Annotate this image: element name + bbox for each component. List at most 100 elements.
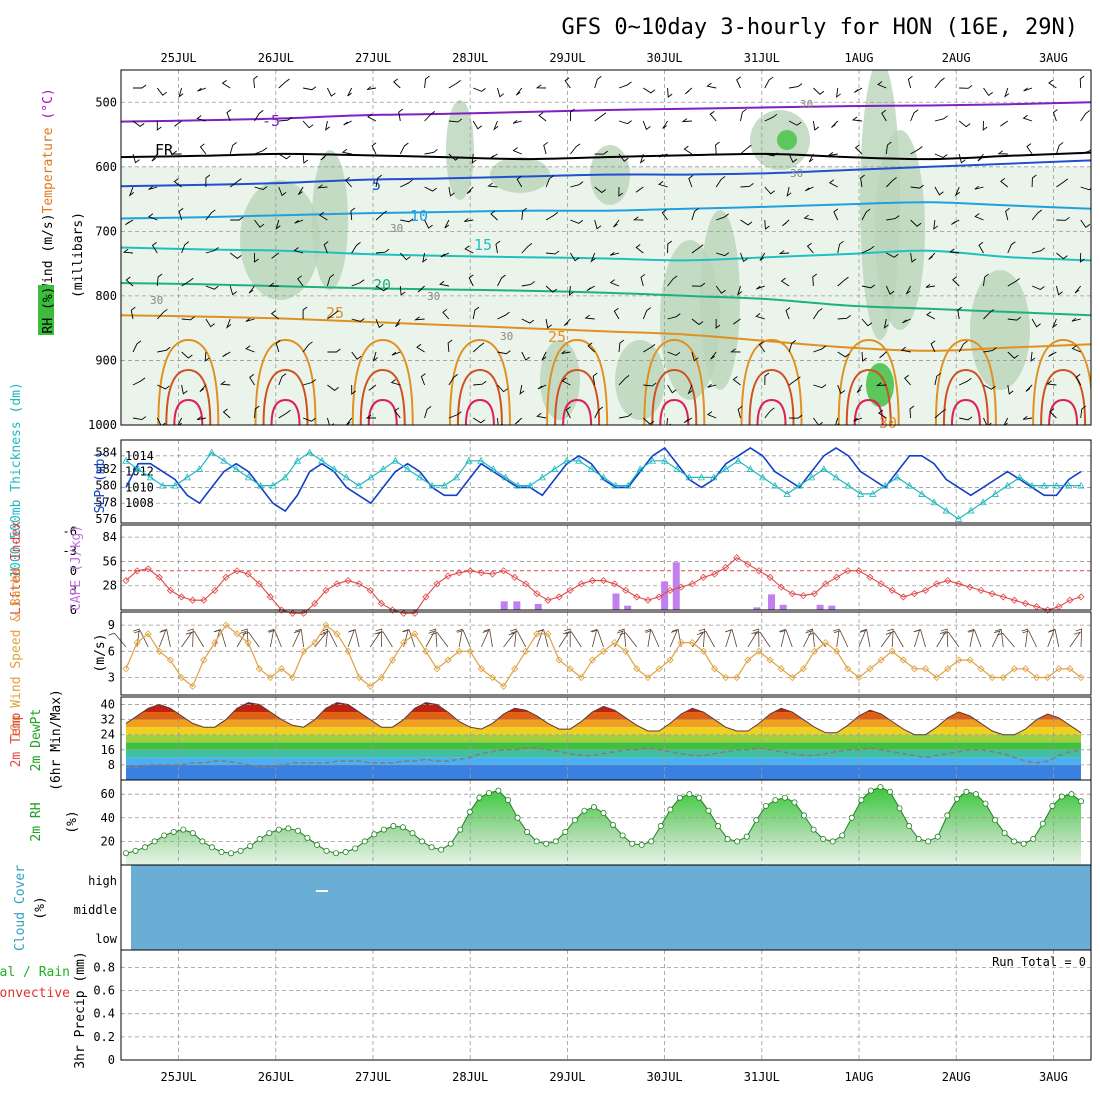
- thickness-marker: [954, 515, 963, 522]
- wind-barb: [764, 152, 778, 157]
- thickness-marker: [514, 481, 522, 489]
- wind-speed-marker: [344, 647, 352, 655]
- wind-barb: [740, 252, 748, 263]
- wind-barb: [122, 248, 134, 254]
- wind-speed-marker: [733, 673, 741, 682]
- wind-barb: [732, 376, 741, 386]
- li-marker: [622, 586, 630, 594]
- wind-barb: [710, 351, 717, 360]
- rh-shade-blob: [312, 150, 348, 290]
- wind-barb: [764, 76, 774, 89]
- rh-marker: [629, 840, 636, 847]
- top-date-label: 25JUL: [161, 51, 197, 65]
- wind-barb: [376, 631, 393, 648]
- li-marker: [388, 606, 397, 614]
- wind-barb: [254, 147, 268, 155]
- wind-barb: [438, 280, 449, 287]
- li-marker: [566, 586, 574, 594]
- wind-barb: [177, 417, 183, 425]
- wind-barb: [764, 113, 778, 122]
- li-marker: [277, 606, 286, 614]
- wind-barb: [390, 379, 401, 386]
- wind-speed-marker: [611, 639, 619, 647]
- thickness-marker: [232, 465, 240, 472]
- rh-marker: [419, 838, 426, 845]
- precip-tick: 0.2: [93, 1030, 115, 1044]
- wind-speed-marker: [222, 621, 230, 629]
- wind-barb: [594, 112, 607, 122]
- wind-barb: [594, 219, 602, 230]
- wind-speed-marker: [566, 665, 574, 673]
- wind-barb: [442, 308, 450, 320]
- rh-units: (%): [65, 810, 80, 833]
- wind-barb: [457, 629, 471, 648]
- rh-marker: [514, 814, 521, 821]
- thickness-marker: [563, 456, 571, 464]
- wind-barb: [327, 384, 339, 391]
- wind-barb: [594, 76, 602, 89]
- cape-bar: [661, 581, 669, 610]
- wind-speed-marker: [999, 673, 1007, 682]
- wind-barb: [570, 181, 584, 188]
- wind-barb: [424, 186, 437, 192]
- wind-barb: [497, 87, 505, 98]
- rh-marker: [447, 840, 454, 847]
- wind-barb: [934, 115, 948, 122]
- wind-barb: [278, 409, 291, 419]
- rh-marker: [887, 788, 894, 795]
- li-marker: [1066, 596, 1074, 604]
- wind-barb: [398, 108, 404, 122]
- thickness-marker: [918, 490, 926, 497]
- wind-barb: [1026, 143, 1033, 155]
- rh-marker: [762, 802, 769, 809]
- wind-barb: [375, 174, 382, 188]
- wind-barb: [521, 243, 533, 254]
- rh-marker: [963, 788, 970, 795]
- wind-barb: [205, 285, 219, 290]
- rh-marker: [743, 833, 750, 840]
- rh-marker: [208, 844, 215, 851]
- li-marker: [477, 569, 485, 577]
- wind-barb: [538, 112, 547, 122]
- wind-speed-marker: [833, 647, 841, 655]
- wind-barb: [321, 628, 329, 648]
- wind-barb: [157, 346, 171, 353]
- dewpoint-line: [126, 747, 1082, 768]
- thickness-marker: [807, 473, 816, 481]
- thickness-marker: [379, 465, 387, 472]
- wind-barb: [618, 120, 632, 125]
- li-marker: [577, 580, 585, 588]
- wind-barb: [716, 213, 729, 221]
- wind-speed-marker: [633, 665, 641, 673]
- wind-barb: [472, 120, 483, 130]
- wind-barb: [983, 273, 989, 287]
- thickness-marker: [942, 506, 950, 514]
- wind-barb: [563, 318, 571, 326]
- wind-barb: [614, 630, 624, 648]
- wind-barb: [156, 417, 166, 425]
- wind-barb: [199, 384, 207, 393]
- wind-barb: [860, 174, 865, 188]
- isotherm-line: [121, 314, 1091, 352]
- wind-barb: [779, 629, 793, 648]
- wind-barb: [372, 351, 378, 362]
- wind-barb: [351, 279, 365, 287]
- wind-barb: [667, 313, 681, 320]
- wind-barb: [545, 212, 559, 221]
- temp-ylabel-1-part: 2m Temp: [9, 712, 24, 767]
- wind-barb: [983, 347, 997, 353]
- wind-barb: [934, 372, 942, 386]
- run-total-label: Run Total = 0: [992, 955, 1086, 969]
- li-marker: [366, 586, 374, 594]
- rh-marker: [772, 797, 779, 804]
- rh-marker: [982, 800, 989, 807]
- li-marker: [810, 590, 819, 598]
- wind-barb: [925, 284, 935, 288]
- rh-marker: [992, 817, 999, 824]
- rh-marker: [352, 845, 359, 852]
- wind-barb: [495, 240, 501, 254]
- wind-speed-marker: [888, 647, 896, 655]
- isotherms: [121, 101, 1091, 425]
- wind-barb: [546, 250, 560, 255]
- wind-speed-marker: [455, 647, 463, 655]
